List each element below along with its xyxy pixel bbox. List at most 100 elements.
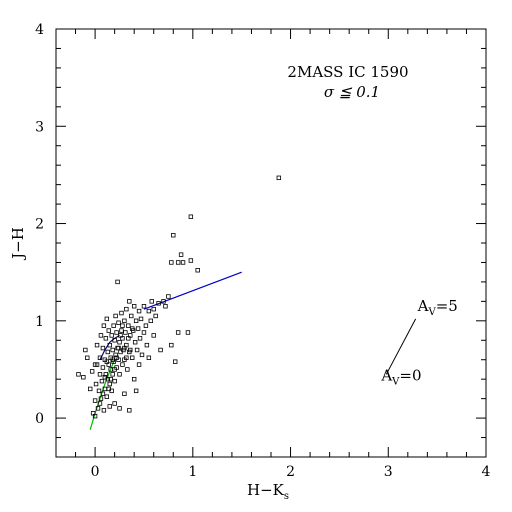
data-point	[123, 330, 128, 335]
data-point	[114, 330, 119, 335]
data-point	[106, 328, 111, 333]
data-point	[126, 323, 131, 328]
data-point	[98, 333, 104, 338]
data-point	[105, 349, 110, 355]
data-point	[178, 252, 184, 257]
data-point	[195, 268, 200, 273]
data-point	[276, 175, 282, 181]
data-point	[119, 310, 124, 316]
data-point	[132, 340, 138, 345]
data-point	[151, 333, 156, 338]
data-point	[153, 313, 158, 319]
chart-subtitle: σ ≦ 0.1	[324, 83, 380, 101]
data-point	[93, 381, 99, 387]
reddening-label-av5: AV=5	[417, 297, 458, 318]
data-point	[104, 359, 110, 364]
plot-area: AV=0 AV=5	[55, 28, 487, 458]
data-point	[100, 345, 106, 351]
data-point	[146, 308, 152, 314]
data-point	[144, 342, 150, 348]
data-point	[81, 375, 86, 380]
x-tick-label: 2	[286, 464, 295, 480]
data-point	[146, 355, 152, 360]
data-point	[113, 352, 118, 358]
x-axis-title: H−Ks	[247, 481, 289, 502]
data-point	[116, 345, 121, 351]
data-point	[76, 372, 81, 377]
x-tick-label: 0	[91, 464, 100, 480]
data-point	[120, 323, 125, 328]
data-point	[94, 342, 100, 348]
y-tick-label: 0	[35, 411, 44, 427]
y-tick-label: 4	[35, 22, 44, 38]
y-tick-label: 2	[35, 217, 44, 233]
data-point	[107, 404, 112, 409]
data-point	[104, 316, 110, 322]
x-tick-labels: 0 1 2 3 4	[91, 464, 491, 480]
reddening-vector-line	[385, 318, 417, 375]
data-point	[139, 352, 145, 358]
data-point	[129, 313, 134, 319]
data-point	[133, 388, 139, 394]
data-point	[138, 316, 144, 322]
y-tick-label: 3	[35, 119, 44, 135]
data-point	[97, 355, 103, 360]
y-tick-label: 1	[35, 314, 44, 330]
data-point	[88, 386, 93, 392]
data-point	[102, 375, 108, 380]
data-point	[117, 372, 122, 377]
data-point	[136, 308, 142, 314]
data-point	[188, 214, 194, 219]
data-point	[112, 401, 117, 406]
chart-title: 2MASS IC 1590	[287, 63, 408, 81]
data-point	[122, 391, 127, 396]
data-point	[131, 304, 137, 309]
reddening-label-av0: AV=0	[380, 366, 421, 387]
data-point	[95, 406, 101, 411]
data-point	[127, 408, 132, 413]
data-point	[106, 386, 111, 392]
data-point	[117, 340, 122, 345]
data-point	[163, 304, 168, 309]
data-point	[107, 381, 112, 387]
data-point	[175, 260, 181, 265]
data-point	[83, 347, 88, 353]
data-point	[128, 347, 133, 353]
data-point	[104, 394, 110, 399]
data-point	[175, 330, 181, 335]
data-point	[103, 336, 109, 341]
data-point	[97, 401, 103, 406]
data-point	[169, 260, 174, 265]
data-point	[112, 338, 117, 343]
x-tick-label: 1	[188, 464, 197, 480]
data-point	[158, 347, 163, 353]
data-point	[112, 367, 117, 372]
data-point	[169, 342, 174, 348]
data-point	[127, 299, 132, 304]
data-point	[117, 406, 122, 411]
data-point	[101, 323, 107, 328]
data-point	[85, 355, 90, 360]
data-point	[110, 372, 115, 377]
data-point	[171, 233, 176, 238]
data-point	[173, 359, 178, 364]
data-point	[137, 336, 143, 341]
axis-ticks	[55, 28, 487, 458]
data-point	[101, 408, 107, 413]
data-point	[124, 355, 129, 360]
data-point	[118, 333, 123, 338]
data-point	[114, 355, 119, 360]
data-point	[141, 330, 147, 335]
data-point	[100, 391, 106, 396]
reddening-vector: AV=0 AV=5	[380, 297, 458, 387]
data-point	[113, 313, 118, 319]
data-point	[151, 306, 156, 312]
data-point	[136, 362, 142, 367]
data-point	[149, 299, 154, 304]
data-point	[115, 279, 120, 285]
data-point	[98, 396, 104, 401]
x-tick-label: 4	[482, 464, 491, 480]
data-point	[134, 347, 140, 353]
data-point	[124, 306, 129, 312]
